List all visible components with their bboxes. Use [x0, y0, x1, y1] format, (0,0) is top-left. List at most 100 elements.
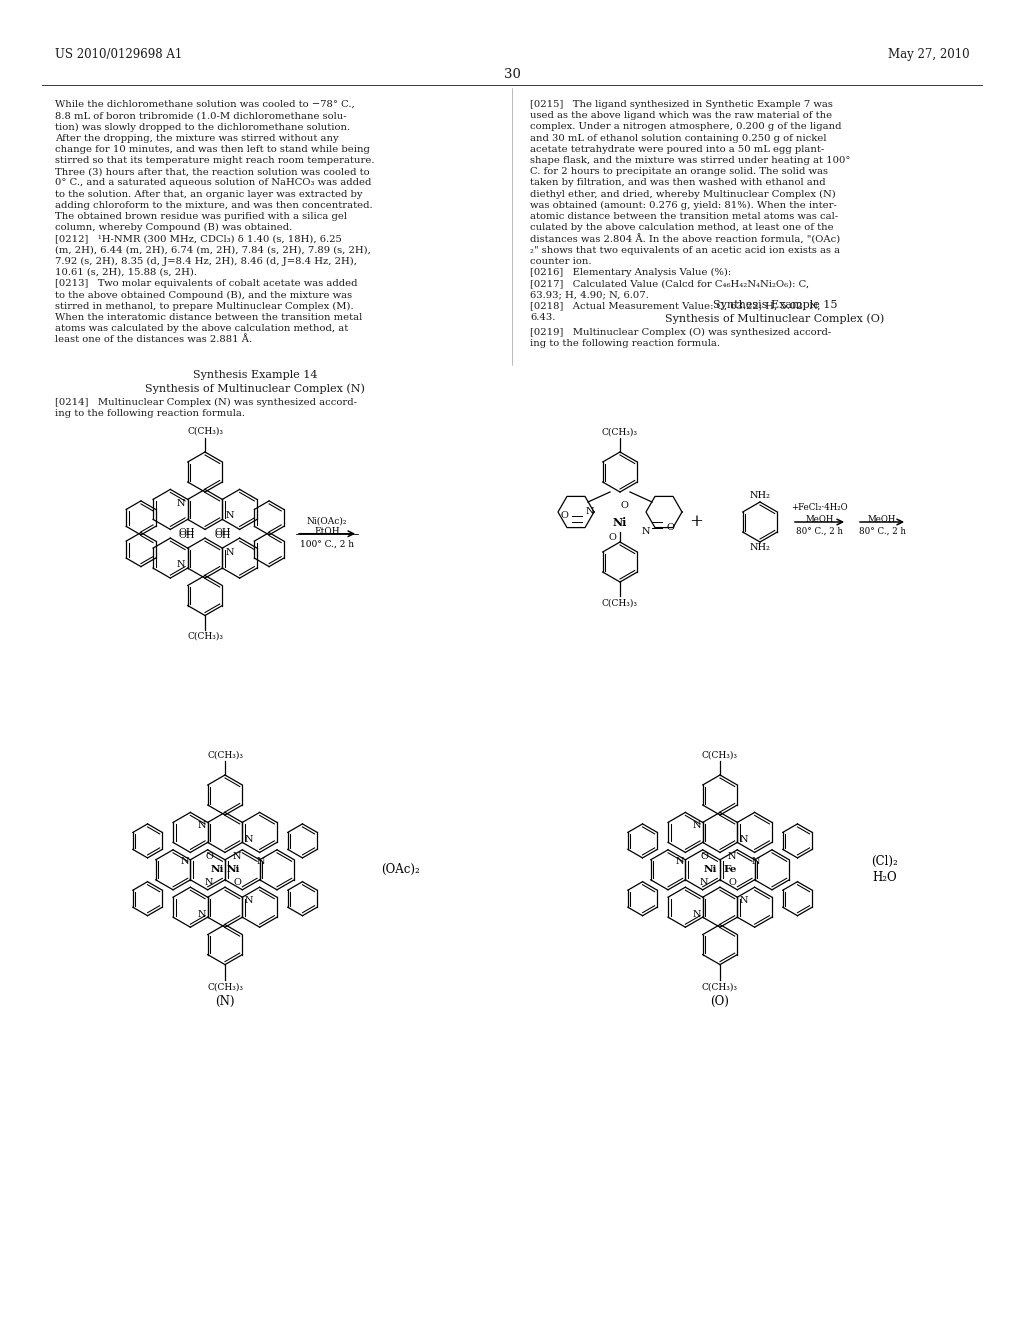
Text: [0214]   Multinuclear Complex (N) was synthesized accord-: [0214] Multinuclear Complex (N) was synt…: [55, 399, 357, 407]
Text: C(CH₃)₃: C(CH₃)₃: [602, 428, 638, 437]
Text: C(CH₃)₃: C(CH₃)₃: [187, 632, 223, 642]
Text: C(CH₃)₃: C(CH₃)₃: [187, 426, 223, 436]
Text: complex. Under a nitrogen atmosphere, 0.200 g of the ligand: complex. Under a nitrogen atmosphere, 0.…: [530, 123, 842, 132]
Text: distances was 2.804 Å. In the above reaction formula, "(OAc): distances was 2.804 Å. In the above reac…: [530, 235, 841, 244]
Text: OH: OH: [215, 531, 231, 540]
Text: tion) was slowly dropped to the dichloromethane solution.: tion) was slowly dropped to the dichloro…: [55, 123, 350, 132]
Text: N: N: [699, 878, 709, 887]
Text: N: N: [728, 853, 736, 861]
Text: to the above obtained Compound (B), and the mixture was: to the above obtained Compound (B), and …: [55, 290, 352, 300]
Text: N: N: [676, 857, 684, 866]
Text: [0215]   The ligand synthesized in Synthetic Example 7 was: [0215] The ligand synthesized in Synthet…: [530, 100, 833, 110]
Text: N: N: [181, 857, 189, 866]
Text: Synthesis Example 14: Synthesis Example 14: [193, 370, 317, 380]
Text: atomic distance between the transition metal atoms was cal-: atomic distance between the transition m…: [530, 213, 838, 220]
Text: (Cl)₂: (Cl)₂: [871, 855, 898, 869]
Text: adding chloroform to the mixture, and was then concentrated.: adding chloroform to the mixture, and wa…: [55, 201, 373, 210]
Text: 7.92 (s, 2H), 8.35 (d, J=8.4 Hz, 2H), 8.46 (d, J=8.4 Hz, 2H),: 7.92 (s, 2H), 8.35 (d, J=8.4 Hz, 2H), 8.…: [55, 257, 357, 265]
Text: atoms was calculated by the above calculation method, at: atoms was calculated by the above calcul…: [55, 323, 348, 333]
Text: N: N: [176, 499, 184, 508]
Text: Synthesis Example 15: Synthesis Example 15: [713, 300, 838, 310]
Text: N: N: [257, 857, 265, 866]
Text: O: O: [700, 853, 708, 861]
Text: US 2010/0129698 A1: US 2010/0129698 A1: [55, 48, 182, 61]
Text: While the dichloromethane solution was cooled to −78° C.,: While the dichloromethane solution was c…: [55, 100, 354, 110]
Text: NH₂: NH₂: [750, 491, 770, 500]
Text: culated by the above calculation method, at least one of the: culated by the above calculation method,…: [530, 223, 834, 232]
Text: N: N: [692, 909, 700, 919]
Text: [0219]   Multinuclear Complex (O) was synthesized accord-: [0219] Multinuclear Complex (O) was synt…: [530, 327, 831, 337]
Text: 63.93; H, 4.90; N, 6.07.: 63.93; H, 4.90; N, 6.07.: [530, 290, 649, 300]
Text: O: O: [233, 878, 241, 887]
Text: to the solution. After that, an organic layer was extracted by: to the solution. After that, an organic …: [55, 190, 362, 198]
Text: N: N: [586, 507, 594, 516]
Text: O: O: [205, 853, 213, 861]
Text: C(CH₃)₃: C(CH₃)₃: [602, 598, 638, 607]
Text: change for 10 minutes, and was then left to stand while being: change for 10 minutes, and was then left…: [55, 145, 370, 154]
Text: column, whereby Compound (B) was obtained.: column, whereby Compound (B) was obtaine…: [55, 223, 292, 232]
Text: [0216]   Elementary Analysis Value (%):: [0216] Elementary Analysis Value (%):: [530, 268, 731, 277]
Text: stirred in methanol, to prepare Multinuclear Complex (M).: stirred in methanol, to prepare Multinuc…: [55, 301, 353, 310]
Text: N: N: [197, 821, 206, 830]
Text: MeOH: MeOH: [805, 515, 834, 524]
Text: 80° C., 2 h: 80° C., 2 h: [796, 527, 843, 536]
Text: C(CH₃)₃: C(CH₃)₃: [207, 982, 243, 991]
Text: O: O: [608, 533, 616, 543]
Text: diethyl ether, and dried, whereby Multinuclear Complex (N): diethyl ether, and dried, whereby Multin…: [530, 190, 836, 199]
Text: When the interatomic distance between the transition metal: When the interatomic distance between th…: [55, 313, 362, 322]
Text: C(CH₃)₃: C(CH₃)₃: [702, 982, 738, 991]
Text: 6.43.: 6.43.: [530, 313, 555, 322]
Text: H₂O: H₂O: [872, 871, 897, 884]
Text: N: N: [739, 836, 748, 843]
Text: ₂" shows that two equivalents of an acetic acid ion exists as a: ₂" shows that two equivalents of an acet…: [530, 246, 840, 255]
Text: OH: OH: [179, 528, 196, 537]
Text: N: N: [197, 909, 206, 919]
Text: +: +: [689, 513, 702, 531]
Text: N: N: [176, 560, 184, 569]
Text: May 27, 2010: May 27, 2010: [889, 48, 970, 61]
Text: (N): (N): [215, 995, 234, 1008]
Text: [0212]   ¹H-NMR (300 MHz, CDCl₃) δ 1.40 (s, 18H), 6.25: [0212] ¹H-NMR (300 MHz, CDCl₃) δ 1.40 (s…: [55, 235, 342, 243]
Text: [0213]   Two molar equivalents of cobalt acetate was added: [0213] Two molar equivalents of cobalt a…: [55, 280, 357, 288]
Text: taken by filtration, and was then washed with ethanol and: taken by filtration, and was then washed…: [530, 178, 825, 187]
Text: stirred so that its temperature might reach room temperature.: stirred so that its temperature might re…: [55, 156, 375, 165]
Text: N: N: [752, 857, 760, 866]
Text: N: N: [642, 528, 650, 536]
Text: ing to the following reaction formula.: ing to the following reaction formula.: [530, 339, 720, 348]
Text: [0218]   Actual Measurement Value: C, 63.22; H, 5.02; N,: [0218] Actual Measurement Value: C, 63.2…: [530, 301, 820, 310]
Text: N: N: [692, 821, 700, 830]
Text: Ni(OAc)₂: Ni(OAc)₂: [307, 516, 347, 525]
Text: 100° C., 2 h: 100° C., 2 h: [300, 540, 354, 548]
Text: O: O: [728, 878, 736, 887]
Text: O: O: [666, 524, 674, 532]
Text: (OAc)₂: (OAc)₂: [381, 863, 420, 876]
Text: N: N: [225, 511, 233, 520]
Text: (O): (O): [711, 995, 729, 1008]
Text: +FeCl₂·4H₂O: +FeCl₂·4H₂O: [792, 503, 848, 512]
Text: Three (3) hours after that, the reaction solution was cooled to: Three (3) hours after that, the reaction…: [55, 168, 370, 176]
Text: N: N: [225, 548, 233, 557]
Text: O: O: [621, 502, 628, 511]
Text: The obtained brown residue was purified with a silica gel: The obtained brown residue was purified …: [55, 213, 347, 220]
Text: EtOH: EtOH: [314, 527, 340, 536]
Text: least one of the distances was 2.881 Å.: least one of the distances was 2.881 Å.: [55, 335, 252, 345]
Text: C(CH₃)₃: C(CH₃)₃: [702, 751, 738, 759]
Text: N: N: [739, 896, 748, 904]
Text: Ni: Ni: [226, 866, 240, 874]
Text: (m, 2H), 6.44 (m, 2H), 6.74 (m, 2H), 7.84 (s, 2H), 7.89 (s, 2H),: (m, 2H), 6.44 (m, 2H), 6.74 (m, 2H), 7.8…: [55, 246, 371, 255]
Text: 80° C., 2 h: 80° C., 2 h: [858, 527, 905, 536]
Text: After the dropping, the mixture was stirred without any: After the dropping, the mixture was stir…: [55, 133, 339, 143]
Text: C(CH₃)₃: C(CH₃)₃: [207, 751, 243, 759]
Text: and 30 mL of ethanol solution containing 0.250 g of nickel: and 30 mL of ethanol solution containing…: [530, 133, 826, 143]
Text: OH: OH: [179, 531, 196, 540]
Text: Ni: Ni: [612, 516, 627, 528]
Text: N: N: [245, 836, 253, 843]
Text: N: N: [232, 853, 242, 861]
Text: used as the above ligand which was the raw material of the: used as the above ligand which was the r…: [530, 111, 833, 120]
Text: 10.61 (s, 2H), 15.88 (s, 2H).: 10.61 (s, 2H), 15.88 (s, 2H).: [55, 268, 197, 277]
Text: OH: OH: [215, 528, 231, 537]
Text: Fe: Fe: [723, 866, 736, 874]
Text: [0217]   Calculated Value (Calcd for C₄₆H₄₂N₄Ni₂O₆): C,: [0217] Calculated Value (Calcd for C₄₆H₄…: [530, 280, 809, 288]
Text: 8.8 mL of boron tribromide (1.0-M dichloromethane solu-: 8.8 mL of boron tribromide (1.0-M dichlo…: [55, 111, 347, 120]
Text: Ni: Ni: [210, 866, 223, 874]
